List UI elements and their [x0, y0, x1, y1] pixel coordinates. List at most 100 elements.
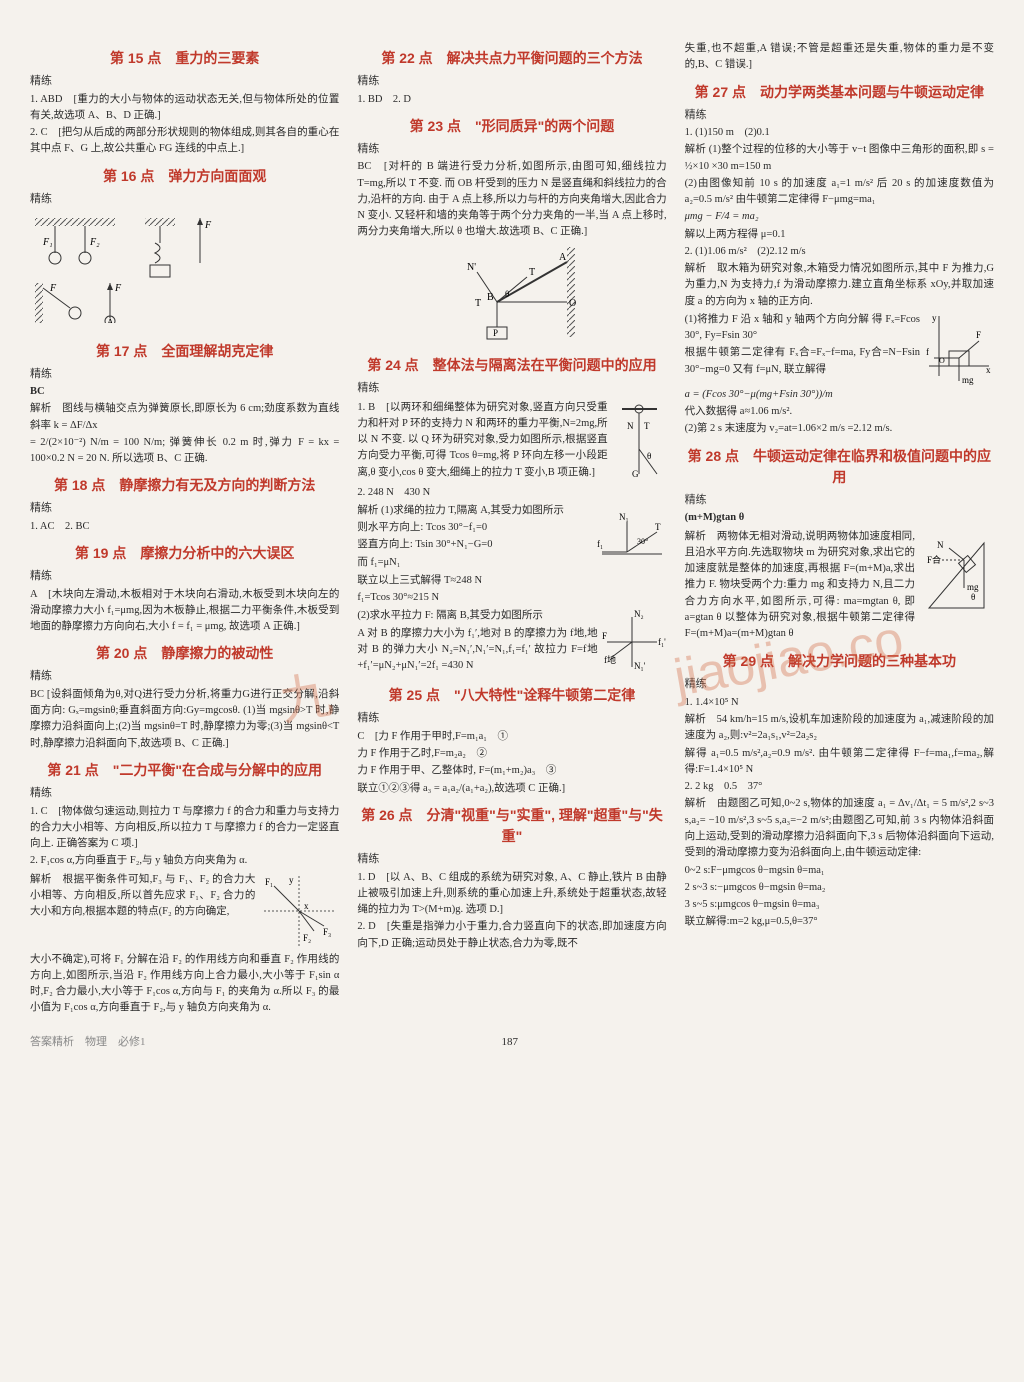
q27-2c: (1)将推力 F 沿 x 轴和 y 轴两个方向分解 得 Fₓ=Fcos 30°,…: [685, 312, 920, 345]
svg-text:N₁': N₁': [634, 661, 646, 671]
label-28: 精练: [685, 492, 994, 509]
q29-2a: 2. 2 kg 0.5 37°: [685, 779, 994, 795]
svg-text:A: A: [107, 317, 114, 323]
label-19: 精练: [30, 568, 339, 585]
svg-text:mg: mg: [967, 582, 979, 592]
svg-text:θ: θ: [971, 592, 975, 602]
column-3: 失重,也不超重,A 错误;不管是超重还是失重,物体的重力是不变的,B、C 错误.…: [685, 40, 994, 1018]
exp-28: 解析 两物体无相对滑动,说明两物体加速度相同,且沿水平方向.先选取物块 m 为研…: [685, 529, 915, 643]
svg-text:F: F: [602, 631, 607, 641]
label-18: 精练: [30, 500, 339, 517]
svg-text:x: x: [986, 365, 991, 375]
svg-text:f₁': f₁': [658, 637, 666, 647]
svg-text:f₁: f₁: [597, 539, 603, 549]
diagram-23: A O P N' T θ BT: [437, 242, 587, 342]
q25-4: 联立①②③得 a₃ = a₁a₂/(a₁+a₂),故选项 C 正确.]: [357, 781, 666, 797]
q26-2: 2. D [失重是指弹力小于重力,合力竖直向下的状态,即加速度方向向下,D 正确…: [357, 919, 666, 952]
diagram-28: N mg F合 θ: [919, 528, 994, 618]
q29-2b: 解析 由题图乙可知,0~2 s,物体的加速度 a₁ = Δv₁/Δt₁ = 5 …: [685, 796, 994, 861]
diagram-24a: θ G NT: [612, 399, 667, 484]
section-16-title: 第 16 点 弹力方向面面观: [30, 166, 339, 187]
svg-text:F: F: [204, 220, 212, 231]
q27-1b: 解析 (1)整个过程的位移的大小等于 v−t 图像中三角形的面积,即 s = ½…: [685, 142, 994, 175]
label-20: 精练: [30, 668, 339, 685]
svg-text:F: F: [49, 283, 57, 294]
svg-text:P: P: [493, 328, 498, 338]
label-24: 精练: [357, 380, 666, 397]
svg-text:y: y: [932, 313, 937, 323]
svg-text:A: A: [559, 252, 567, 263]
label-23: 精练: [357, 141, 666, 158]
q24-2h: (2)求水平拉力 F: 隔离 B,其受力如图所示: [357, 608, 597, 624]
svg-text:T: T: [529, 267, 535, 278]
svg-text:F₁: F₁: [265, 877, 273, 887]
q27-2g: (2)第 2 s 末速度为 v₂=at=1.06×2 m/s =2.12 m/s…: [685, 421, 994, 437]
q29-2d: 2 s~3 s:−μmgcos θ−mgsin θ=ma₂: [685, 880, 994, 896]
svg-text:G: G: [632, 469, 639, 479]
q24-2c: 则水平方向上: Tcos 30°−f₁=0: [357, 520, 592, 536]
svg-text:N': N': [467, 262, 476, 273]
q27-2e: a = (Fcos 30°−μ(mg+Fsin 30°))/m: [685, 387, 994, 403]
svg-text:N: N: [937, 540, 944, 550]
diagram-16: F₁ F₂ F F F A: [30, 209, 339, 333]
svg-text:mg: mg: [962, 375, 974, 385]
label-25: 精练: [357, 710, 666, 727]
section-15-title: 第 15 点 重力的三要素: [30, 48, 339, 69]
svg-text:O: O: [569, 298, 576, 309]
q29-1b: 解析 54 km/h=15 m/s,设机车加速阶段的加速度为 a₁,减速阶段的加…: [685, 712, 994, 745]
svg-text:F₂: F₂: [303, 933, 311, 943]
ans-23: BC [对杆的 B 端进行受力分析,如图所示,由图可知,细线拉力 T=mg,所以…: [357, 159, 666, 240]
section-26-title: 第 26 点 分清"视重"与"实重", 理解"超重"与"失重": [357, 805, 666, 847]
ans-28: (m+M)gtan θ: [685, 510, 994, 526]
q21-2a: 2. F₁cos α,方向垂直于 F₂,与 y 轴负方向夹角为 α.: [30, 853, 339, 869]
svg-text:T: T: [644, 421, 650, 431]
svg-text:N₂: N₂: [634, 609, 644, 619]
q27-1d: μmg − F/4 = ma₂: [685, 209, 994, 225]
ans-17: BC: [30, 384, 339, 400]
section-29-title: 第 29 点 解决力学问题的三种基本功: [685, 651, 994, 672]
diagram-27: y x F mg f O: [924, 311, 994, 386]
svg-text:x: x: [304, 901, 309, 911]
q25-1: C [力 F 作用于甲时,F=m₁a₁ ①: [357, 729, 666, 745]
q27-1a: 1. (1)150 m (2)0.1: [685, 125, 994, 141]
q15-2: 2. C [把匀从后成的两部分形状规则的物体组成,则其各自的重心在其中点 F、G…: [30, 125, 339, 158]
label-17: 精练: [30, 366, 339, 383]
footer-left: 答案精析 物理 必修1: [30, 1034, 146, 1051]
svg-text:F₁: F₁: [42, 237, 53, 248]
q24-2i: A 对 B 的摩擦力大小为 f₁′,地对 B 的摩擦力为 f地,地对 B 的弹力…: [357, 626, 597, 675]
q25-2: 力 F 作用于乙时,F=m₂a₂ ②: [357, 746, 666, 762]
column-2: 第 22 点 解决共点力平衡问题的三个方法 精练 1. BD 2. D 第 23…: [357, 40, 666, 1018]
q27-2b: 解析 取木箱为研究对象,木箱受力情况如图所示,其中 F 为推力,G 为重力,N …: [685, 261, 994, 310]
q26-1: 1. D [以 A、B、C 组成的系统为研究对象, A、C 静止,铁片 B 由静…: [357, 870, 666, 919]
q24-2b: 解析 (1)求绳的拉力 T,隔离 A,其受力如图所示: [357, 503, 592, 519]
ans-18: 1. AC 2. BC: [30, 519, 339, 535]
section-22-title: 第 22 点 解决共点力平衡问题的三个方法: [357, 48, 666, 69]
label-15: 精练: [30, 73, 339, 90]
q27-2d: 根据牛顿第二定律有 Fₓ合=Fₓ−f=ma, Fy合=N−Fsin 30°−mg…: [685, 345, 920, 378]
q24-2e: 而 f₁=μN₁: [357, 555, 592, 571]
ans-19: A [木块向左滑动,木板相对于木块向右滑动,木板受到木块向左的滑动摩擦力大小 f…: [30, 587, 339, 636]
svg-text:F₃: F₃: [323, 927, 331, 937]
q25-3: 力 F 作用于甲、乙整体时, F=(m₁+m₂)a₃ ③: [357, 763, 666, 779]
svg-text:O: O: [939, 356, 945, 365]
q24-2g: f₁=Tcos 30°≈215 N: [357, 590, 666, 606]
q15-1: 1. ABD [重力的大小与物体的运动状态无关,但与物体所处的位置有关,故选项 …: [30, 92, 339, 125]
svg-text:N: N: [627, 421, 634, 431]
q24-2d: 竖直方向上: Tsin 30°+N₁−G=0: [357, 537, 592, 553]
svg-text:B: B: [487, 292, 494, 303]
q27-1e: 解以上两方程得 μ=0.1: [685, 227, 994, 243]
label-26: 精练: [357, 851, 666, 868]
q27-2f: 代入数据得 a≈1.06 m/s².: [685, 404, 994, 420]
exp-17b: = 2/(2×10⁻²) N/m = 100 N/m; 弹簧伸长 0.2 m 时…: [30, 435, 339, 468]
diagram-16-svg: F₁ F₂ F F F A: [30, 213, 230, 323]
label-21: 精练: [30, 785, 339, 802]
q29-2e: 3 s~5 s:μmgcos θ−mgsin θ=ma₃: [685, 897, 994, 913]
section-21-title: 第 21 点 "二力平衡"在合成与分解中的应用: [30, 760, 339, 781]
section-20-title: 第 20 点 静摩擦力的被动性: [30, 643, 339, 664]
label-27: 精练: [685, 107, 994, 124]
q24-2a: 2. 248 N 430 N: [357, 485, 666, 501]
page-container: 第 15 点 重力的三要素 精练 1. ABD [重力的大小与物体的运动状态无关…: [30, 40, 994, 1018]
section-27-title: 第 27 点 动力学两类基本问题与牛顿运动定律: [685, 82, 994, 103]
svg-text:θ: θ: [505, 289, 509, 299]
svg-text:F合: F合: [927, 554, 941, 565]
